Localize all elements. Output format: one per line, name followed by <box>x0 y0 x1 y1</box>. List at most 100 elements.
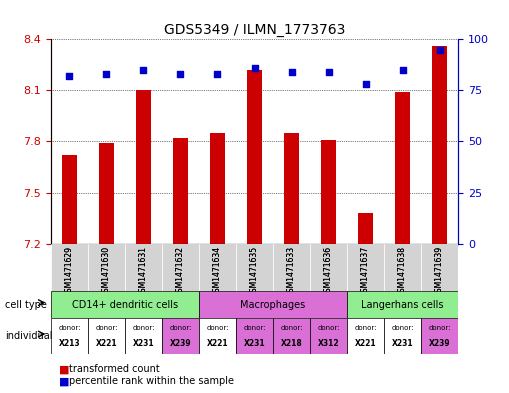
Text: X239: X239 <box>429 339 450 348</box>
Text: GSM1471629: GSM1471629 <box>65 246 74 297</box>
Text: X221: X221 <box>207 339 229 348</box>
FancyBboxPatch shape <box>236 318 273 354</box>
Text: transformed count: transformed count <box>69 364 159 375</box>
FancyBboxPatch shape <box>384 318 421 354</box>
Title: GDS5349 / ILMN_1773763: GDS5349 / ILMN_1773763 <box>164 23 345 37</box>
Text: GSM1471631: GSM1471631 <box>139 246 148 297</box>
FancyBboxPatch shape <box>199 318 236 354</box>
Text: GSM1471636: GSM1471636 <box>324 246 333 297</box>
Text: donor:: donor: <box>58 325 80 331</box>
Text: donor:: donor: <box>243 325 266 331</box>
Text: Macrophages: Macrophages <box>240 299 305 310</box>
FancyBboxPatch shape <box>51 291 199 318</box>
Bar <box>358 213 373 244</box>
FancyBboxPatch shape <box>421 318 458 354</box>
FancyBboxPatch shape <box>347 291 458 318</box>
FancyBboxPatch shape <box>384 244 421 291</box>
Point <box>213 71 221 77</box>
Bar <box>395 92 410 244</box>
FancyBboxPatch shape <box>236 244 273 291</box>
FancyBboxPatch shape <box>88 318 125 354</box>
Text: GSM1471631: GSM1471631 <box>139 246 148 297</box>
Text: X231: X231 <box>133 339 154 348</box>
Text: GSM1471633: GSM1471633 <box>287 246 296 297</box>
FancyBboxPatch shape <box>199 244 236 291</box>
Text: GSM1471632: GSM1471632 <box>176 246 185 297</box>
Point <box>288 69 296 75</box>
Point <box>250 65 259 71</box>
Text: ■: ■ <box>59 376 69 386</box>
FancyBboxPatch shape <box>273 244 310 291</box>
Text: GSM1471638: GSM1471638 <box>398 246 407 297</box>
Text: donor:: donor: <box>391 325 414 331</box>
FancyBboxPatch shape <box>273 318 310 354</box>
Text: GSM1471637: GSM1471637 <box>361 246 370 297</box>
FancyBboxPatch shape <box>162 318 199 354</box>
Text: GSM1471636: GSM1471636 <box>324 246 333 297</box>
Text: GSM1471635: GSM1471635 <box>250 246 259 297</box>
Point <box>324 69 332 75</box>
Bar <box>99 143 114 244</box>
Text: GSM1471635: GSM1471635 <box>250 246 259 297</box>
Text: donor:: donor: <box>169 325 192 331</box>
FancyBboxPatch shape <box>347 318 384 354</box>
FancyBboxPatch shape <box>51 318 88 354</box>
FancyBboxPatch shape <box>347 244 384 291</box>
Point <box>436 46 444 53</box>
Point <box>177 71 185 77</box>
Text: Langerhans cells: Langerhans cells <box>361 299 444 310</box>
FancyBboxPatch shape <box>310 244 347 291</box>
Point <box>361 81 370 87</box>
Bar <box>62 155 77 244</box>
FancyBboxPatch shape <box>125 244 162 291</box>
Text: donor:: donor: <box>429 325 451 331</box>
Bar <box>247 70 262 244</box>
FancyBboxPatch shape <box>162 244 199 291</box>
Text: GSM1471630: GSM1471630 <box>102 246 111 297</box>
Text: GSM1471630: GSM1471630 <box>102 246 111 297</box>
Text: GSM1471639: GSM1471639 <box>435 246 444 297</box>
Text: X312: X312 <box>318 339 340 348</box>
FancyBboxPatch shape <box>125 318 162 354</box>
FancyBboxPatch shape <box>51 244 88 291</box>
Text: GSM1471639: GSM1471639 <box>435 246 444 297</box>
Text: donor:: donor: <box>354 325 377 331</box>
Text: X239: X239 <box>169 339 191 348</box>
Text: GSM1471634: GSM1471634 <box>213 246 222 297</box>
Bar <box>432 46 447 244</box>
Text: GSM1471633: GSM1471633 <box>287 246 296 297</box>
Point <box>65 73 73 79</box>
Text: donor:: donor: <box>95 325 118 331</box>
FancyBboxPatch shape <box>421 244 458 291</box>
Text: GSM1471637: GSM1471637 <box>361 246 370 297</box>
Text: X231: X231 <box>244 339 265 348</box>
Text: GSM1471632: GSM1471632 <box>176 246 185 297</box>
Point <box>139 67 148 73</box>
Bar <box>136 90 151 244</box>
Bar <box>284 133 299 244</box>
Text: percentile rank within the sample: percentile rank within the sample <box>69 376 234 386</box>
Text: donor:: donor: <box>317 325 340 331</box>
Bar <box>210 133 225 244</box>
Text: X218: X218 <box>280 339 302 348</box>
Bar <box>173 138 188 244</box>
Text: X213: X213 <box>59 339 80 348</box>
Point <box>399 67 407 73</box>
Text: X221: X221 <box>96 339 117 348</box>
FancyBboxPatch shape <box>310 318 347 354</box>
Text: donor:: donor: <box>206 325 229 331</box>
Text: CD14+ dendritic cells: CD14+ dendritic cells <box>72 299 178 310</box>
Text: GSM1471638: GSM1471638 <box>398 246 407 297</box>
Bar <box>321 140 336 244</box>
Text: X221: X221 <box>355 339 376 348</box>
Text: GSM1471629: GSM1471629 <box>65 246 74 297</box>
Text: GSM1471634: GSM1471634 <box>213 246 222 297</box>
Text: donor:: donor: <box>280 325 303 331</box>
FancyBboxPatch shape <box>88 244 125 291</box>
Point <box>102 71 110 77</box>
Text: ■: ■ <box>59 364 69 375</box>
Text: donor:: donor: <box>132 325 155 331</box>
Text: cell type: cell type <box>5 299 47 310</box>
Text: X231: X231 <box>392 339 413 348</box>
Text: individual: individual <box>5 331 52 341</box>
